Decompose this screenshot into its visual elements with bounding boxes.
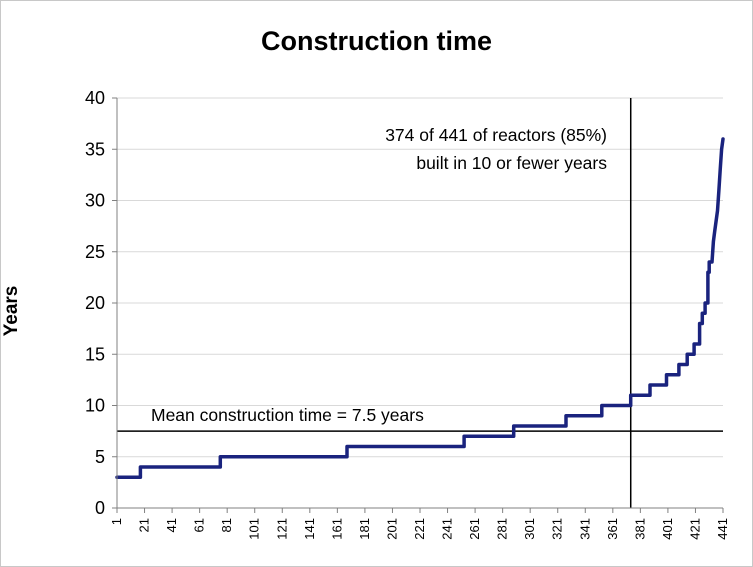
x-tick-label: 81 — [219, 518, 234, 532]
x-tick-label: 101 — [247, 518, 262, 540]
x-tick-label: 41 — [164, 518, 179, 532]
x-tick-label: 1 — [109, 518, 124, 525]
x-tick-label: 281 — [495, 518, 510, 540]
chart-title: Construction time — [260, 26, 492, 56]
series-line-0 — [115, 137, 725, 480]
x-tick-label: 121 — [274, 518, 289, 540]
x-tick-label: 181 — [357, 518, 372, 540]
y-tick-label: 40 — [85, 88, 105, 108]
y-tick-label: 15 — [85, 344, 105, 364]
x-tick-label: 401 — [660, 518, 675, 540]
x-tick-label: 201 — [384, 518, 399, 540]
x-tick-label: 421 — [687, 518, 702, 540]
y-tick-label: 0 — [95, 498, 105, 518]
y-tick-label: 10 — [85, 396, 105, 416]
x-tick-label: 221 — [412, 518, 427, 540]
y-tick-label: 30 — [85, 191, 105, 211]
x-tick-label: 261 — [467, 518, 482, 540]
x-tick-label: 361 — [605, 518, 620, 540]
vertical-line-annotation-1: 374 of 441 of reactors (85%) — [385, 125, 607, 145]
y-tick-label: 20 — [85, 293, 105, 313]
y-tick-label: 25 — [85, 242, 105, 262]
y-tick-label: 5 — [95, 447, 105, 467]
x-tick-label: 381 — [632, 518, 647, 540]
y-tick-label: 35 — [85, 139, 105, 159]
x-tick-label: 301 — [522, 518, 537, 540]
x-tick-label: 141 — [302, 518, 317, 540]
mean-line-annotation: Mean construction time = 7.5 years — [151, 405, 424, 425]
x-tick-label: 321 — [550, 518, 565, 540]
x-tick-label: 21 — [137, 518, 152, 532]
x-tick-label: 61 — [192, 518, 207, 532]
x-tick-label: 341 — [577, 518, 592, 540]
x-tick-label: 441 — [715, 518, 730, 540]
vertical-line-annotation-2: built in 10 or fewer years — [416, 153, 607, 173]
x-tick-label: 241 — [440, 518, 455, 540]
x-tick-label: 161 — [329, 518, 344, 540]
